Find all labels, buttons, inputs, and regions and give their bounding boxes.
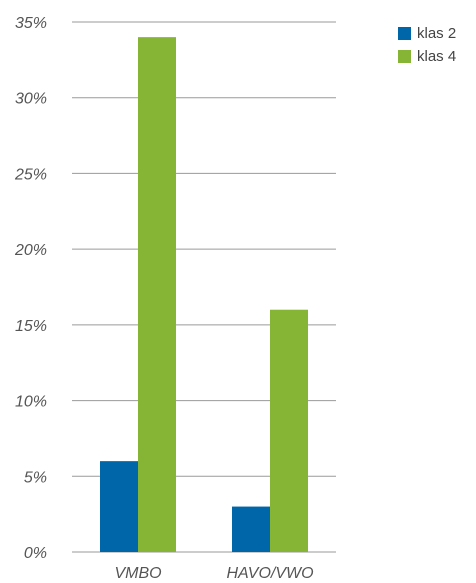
y-tick-label: 20% xyxy=(14,242,47,259)
x-axis-categories: VMBO HAVO/VWO xyxy=(114,565,313,582)
y-tick-label: 0% xyxy=(24,545,47,562)
legend-label-klas-2: klas 2 xyxy=(417,24,457,42)
legend-label-klas-4: klas 4 xyxy=(417,47,457,65)
y-tick-label: 25% xyxy=(14,166,47,183)
legend: klas 2 klas 4 xyxy=(398,22,456,68)
legend-swatch-klas-4 xyxy=(398,49,411,63)
x-category-label: HAVO/VWO xyxy=(226,565,313,582)
legend-item-klas-4: klas 4 xyxy=(398,45,456,67)
bar xyxy=(270,309,308,552)
y-tick-label: 30% xyxy=(15,91,47,108)
bar xyxy=(232,506,270,552)
bars xyxy=(100,37,308,552)
x-category-label: VMBO xyxy=(114,565,161,582)
legend-item-klas-2: klas 2 xyxy=(398,22,456,44)
y-axis-ticks: 0% 5% 10% 15% 20% 25% 30% 35% xyxy=(14,15,47,562)
y-tick-label: 5% xyxy=(24,469,47,486)
legend-swatch-klas-2 xyxy=(398,26,411,40)
y-tick-label: 35% xyxy=(15,15,47,32)
y-tick-label: 10% xyxy=(15,394,47,411)
y-tick-label: 15% xyxy=(15,318,47,335)
bar xyxy=(138,37,176,552)
bar xyxy=(100,461,138,552)
